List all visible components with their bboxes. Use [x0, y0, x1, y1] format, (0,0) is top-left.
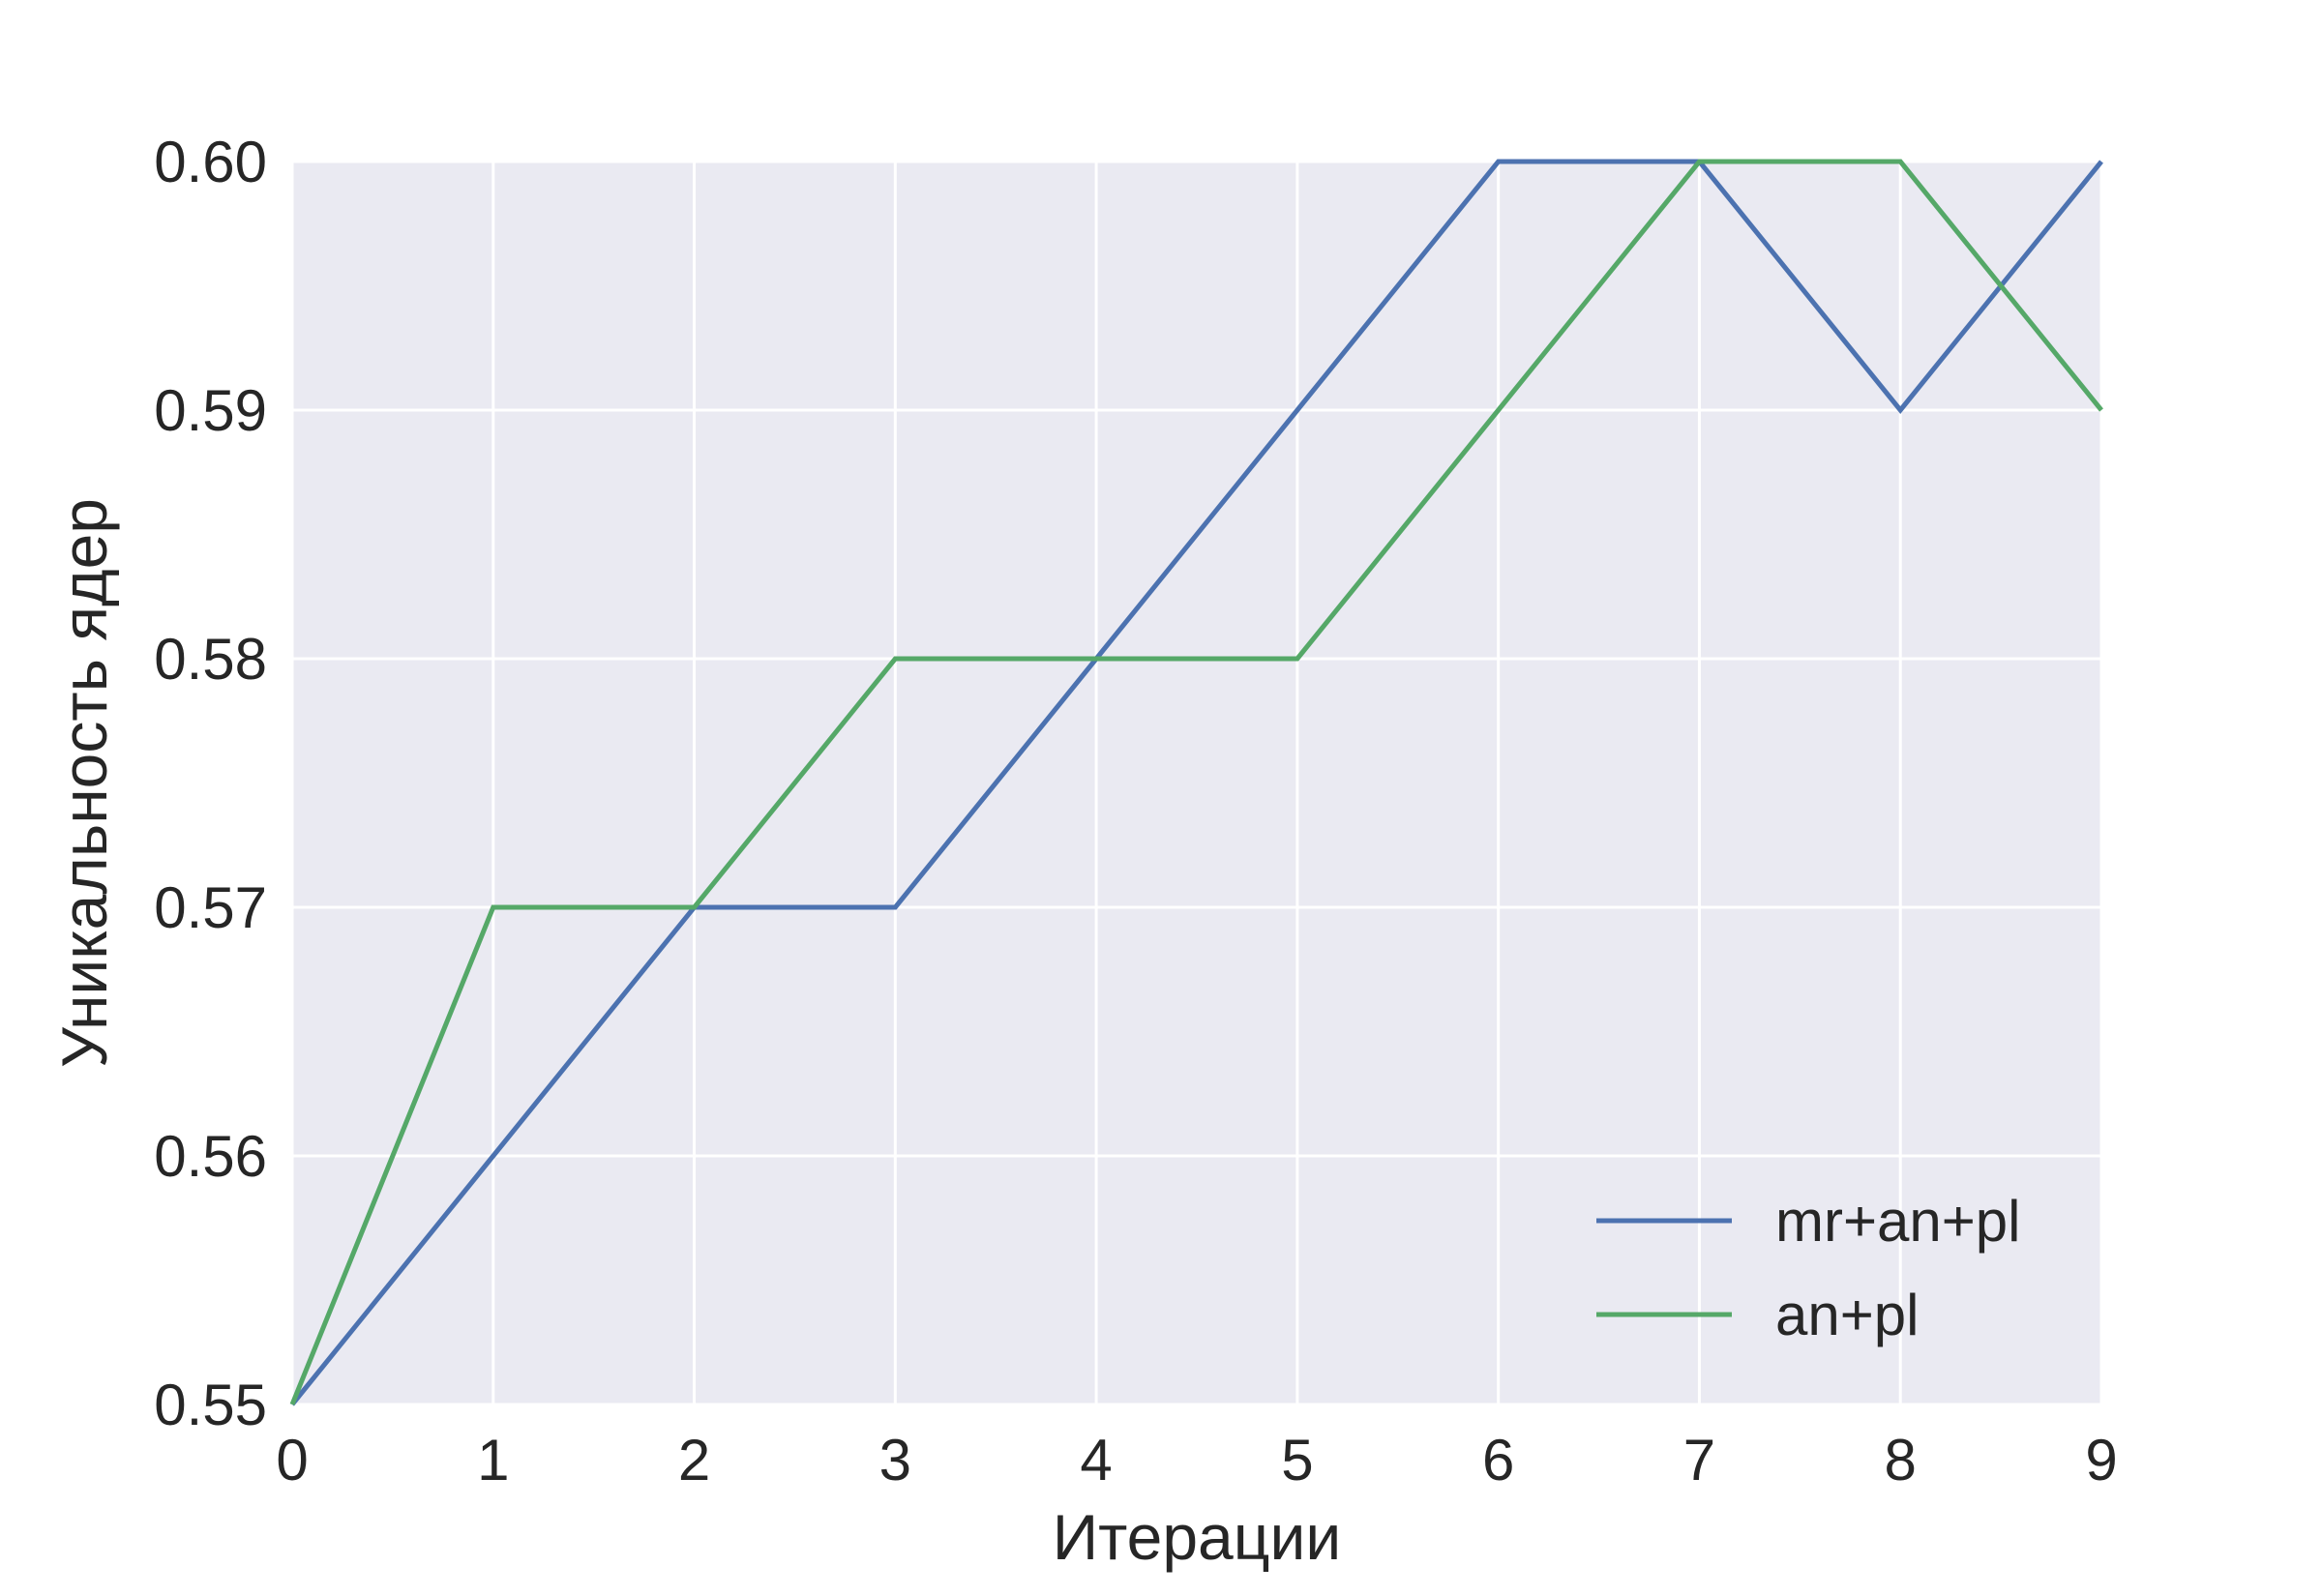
x-tick-label: 1	[477, 1428, 509, 1493]
y-tick-label: 0.59	[154, 378, 267, 443]
x-tick-label: 6	[1482, 1428, 1514, 1493]
legend-label-2: an+pl	[1775, 1283, 1919, 1347]
y-axis-ticks: 0.55 0.56 0.57 0.58 0.59 0.60	[154, 130, 267, 1437]
y-tick-label: 0.55	[154, 1373, 267, 1437]
x-axis-label: Итерации	[1053, 1501, 1342, 1573]
x-axis-ticks: 0 1 2 3 4 5 6 7 8 9	[276, 1428, 2117, 1493]
y-tick-label: 0.60	[154, 130, 267, 194]
x-tick-label: 0	[276, 1428, 308, 1493]
x-tick-label: 4	[1080, 1428, 1112, 1493]
x-tick-label: 3	[879, 1428, 911, 1493]
x-tick-label: 7	[1683, 1428, 1715, 1493]
series-line-2	[289, 159, 2103, 1405]
x-tick-label: 5	[1281, 1428, 1313, 1493]
plot-area	[292, 162, 2101, 1404]
x-tick-label: 8	[1885, 1428, 1917, 1493]
y-axis-label: Уникальность ядер	[48, 498, 120, 1068]
x-tick-label: 2	[678, 1428, 710, 1493]
series-line-1	[290, 159, 2103, 1406]
y-tick-label: 0.58	[154, 627, 267, 692]
y-tick-label: 0.56	[154, 1124, 267, 1189]
y-tick-label: 0.57	[154, 875, 267, 940]
legend: mr+an+pl an+pl	[1596, 1189, 2020, 1347]
legend-label-1: mr+an+pl	[1775, 1189, 2020, 1254]
x-tick-label: 9	[2085, 1428, 2117, 1493]
series-layer	[289, 159, 2103, 1406]
